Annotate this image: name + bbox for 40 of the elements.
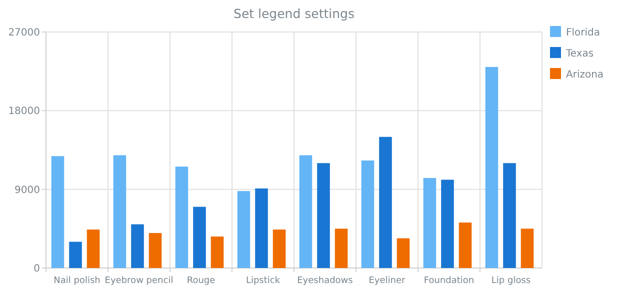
x-tick-label: Eyebrow pencil <box>104 276 174 286</box>
x-tick-label: Nail polish <box>54 276 100 286</box>
bar <box>86 230 100 268</box>
chart-title: Set legend settings <box>234 6 354 21</box>
x-tick-label: Rouge <box>186 276 216 286</box>
y-tick-label: 27000 <box>8 28 40 38</box>
x-tick-label: Lipstick <box>246 276 281 286</box>
x-tick-label: Lip gloss <box>491 276 531 286</box>
bar <box>379 136 392 268</box>
bar <box>255 188 268 268</box>
bar <box>503 163 516 268</box>
bar <box>237 191 250 268</box>
bar <box>299 155 312 268</box>
bar <box>520 228 534 268</box>
bar <box>272 230 286 268</box>
x-tick-label: Eyeshadows <box>297 276 354 286</box>
y-tick-label: 9000 <box>14 184 40 196</box>
bar <box>396 238 410 268</box>
x-tick-label: Foundation <box>424 276 474 286</box>
legend-label: Arizona <box>566 70 604 80</box>
bar <box>485 66 498 268</box>
bar <box>51 156 64 268</box>
bar <box>423 178 436 268</box>
bar <box>361 160 374 268</box>
bar <box>458 222 472 268</box>
bar <box>210 236 224 268</box>
bar <box>193 206 206 268</box>
bar <box>113 155 126 268</box>
x-tick-label: Eyeliner <box>368 276 406 286</box>
y-tick-label: 18000 <box>8 106 40 118</box>
bar <box>131 224 144 268</box>
bar <box>175 166 188 268</box>
bar <box>69 242 82 268</box>
y-tick-label: 0 <box>34 264 40 274</box>
legend-label: Florida <box>566 28 600 38</box>
legend-label: Texas <box>565 48 594 60</box>
bar <box>148 233 162 268</box>
bar <box>441 180 454 268</box>
bar <box>317 163 330 268</box>
bar <box>334 228 348 268</box>
